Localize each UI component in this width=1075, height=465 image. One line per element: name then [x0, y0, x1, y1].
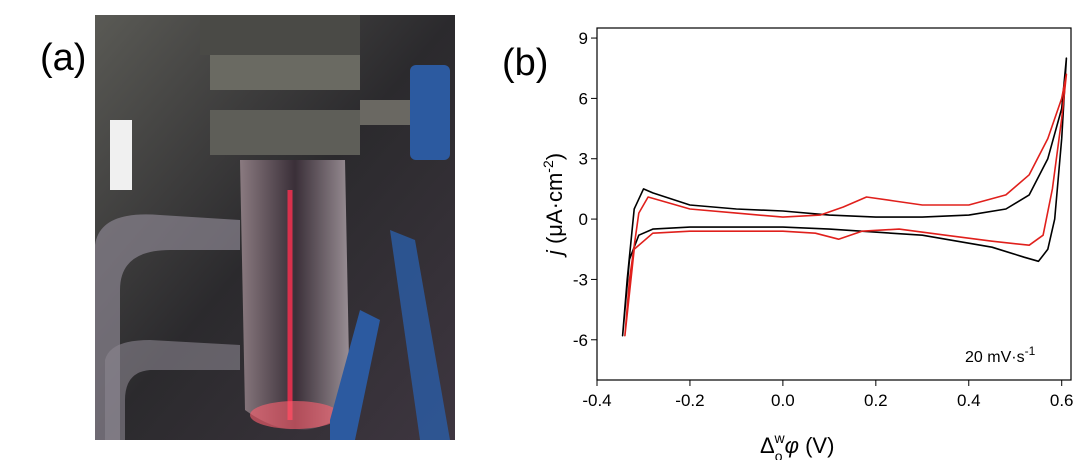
plot: -0.4 -0.2 0.0 0.2 0.4 0.6 9 6 3 0 -3 -6 j (μA·cm-2) Δ…: [540, 27, 1074, 464]
y-label-exponent: -2: [540, 160, 556, 173]
x-label-sup: w: [774, 430, 786, 446]
annotation-text: 20 mV·s: [965, 349, 1025, 366]
x-label-delta: Δ: [760, 433, 775, 458]
annotation-exponent: -1: [1025, 344, 1036, 358]
annotation: 20 mV·s-1: [965, 344, 1036, 366]
panel-label: (b): [502, 42, 548, 84]
x-axis-label: Δowφ (V): [760, 430, 834, 460]
x-tick-label: -0.2: [675, 391, 704, 410]
cv-curve: [624, 73, 1068, 337]
x-label-unit: (V): [799, 433, 834, 458]
x-label-phi: φ: [785, 433, 799, 458]
x-tick-label: 0.4: [957, 391, 981, 410]
y-tick-label: 3: [579, 150, 588, 169]
y-axis-label: j (μA·cm-2): [540, 153, 567, 258]
x-tick-label: 0.6: [1050, 391, 1074, 410]
plot-frame: [596, 27, 1072, 381]
photo: [95, 15, 455, 440]
x-tick-label: 0.0: [771, 391, 795, 410]
x-label-sub: o: [775, 448, 783, 460]
y-tick-label: -6: [573, 331, 588, 350]
y-label-unit: (μA·cm: [542, 173, 567, 250]
y-tick-label: -3: [573, 270, 588, 289]
x-tick-label: -0.4: [582, 391, 611, 410]
x-tick-label: 0.2: [864, 391, 888, 410]
y-tick-label: 6: [579, 89, 588, 108]
panel-label: (a): [40, 37, 86, 79]
y-label-close: ): [542, 153, 567, 160]
y-label-symbol: j: [542, 249, 567, 258]
y-tick-label: 9: [579, 29, 588, 48]
y-tick-label: 0: [579, 210, 588, 229]
